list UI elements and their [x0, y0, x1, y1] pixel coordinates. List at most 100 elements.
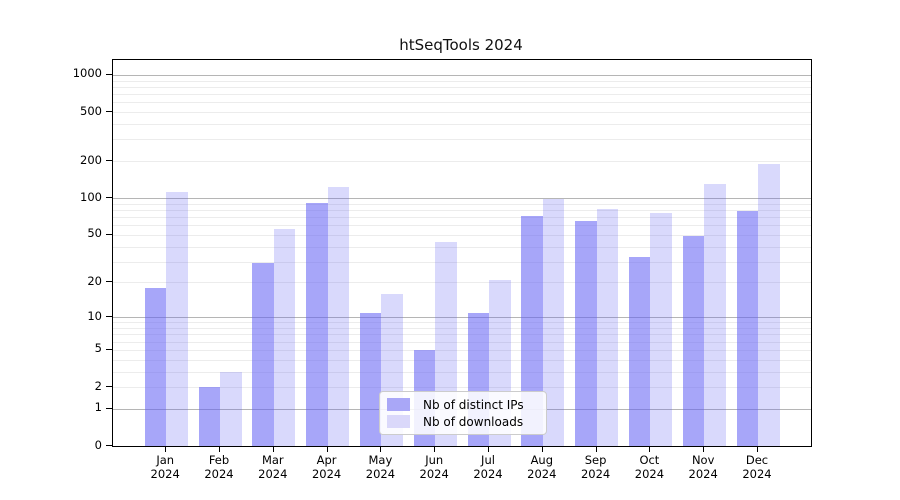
x-tick-label-mar: Mar 2024	[258, 453, 288, 481]
gridline-minor	[113, 359, 811, 361]
gridline-minor	[113, 246, 811, 248]
x-tick-label-jan: Jan 2024	[150, 453, 180, 481]
gridline-major	[113, 317, 811, 319]
bar-distinct-ips-nov	[682, 235, 705, 446]
gridline-minor	[113, 161, 811, 163]
bar-distinct-ips-dec	[736, 210, 758, 446]
x-tick-mark	[488, 446, 489, 452]
y-tick-label: 100	[80, 189, 102, 204]
legend-item-downloads: Nb of downloads	[387, 415, 546, 429]
legend-item-distinct-ips: Nb of distinct IPs	[387, 398, 546, 412]
bar-downloads-mar	[273, 228, 296, 446]
gridline-minor	[113, 225, 811, 227]
x-tick-mark	[380, 446, 382, 452]
gridline-minor	[113, 349, 811, 351]
y-tick-label: 1	[94, 400, 102, 415]
bar-distinct-ips-oct	[628, 256, 651, 446]
bar-downloads-oct	[650, 212, 672, 446]
y-tick-mark	[106, 160, 112, 162]
bar-downloads-dec	[758, 164, 780, 446]
gridline-minor	[113, 322, 811, 324]
bar-downloads-aug	[542, 199, 565, 446]
y-tick-label: 200	[80, 152, 102, 167]
x-tick-mark	[434, 446, 436, 452]
gridline-minor	[113, 102, 811, 104]
y-tick-mark	[106, 197, 112, 199]
y-tick-mark	[106, 445, 112, 446]
y-tick-label: 20	[87, 273, 102, 288]
x-tick-label-aug: Aug 2024	[527, 453, 557, 481]
gridline-minor	[113, 217, 811, 218]
legend-label-distinct-ips: Nb of distinct IPs	[423, 397, 524, 412]
y-tick-mark	[106, 316, 112, 318]
y-tick-mark	[106, 407, 112, 409]
y-tick-mark	[106, 73, 112, 75]
gridline-minor	[113, 234, 811, 236]
gridline-minor	[113, 86, 811, 88]
gridline-minor	[113, 112, 811, 113]
x-tick-mark	[326, 446, 328, 452]
x-tick-label-jun: Jun 2024	[419, 453, 449, 481]
x-tick-label-feb: Feb 2024	[204, 453, 234, 481]
bar-distinct-ips-may	[359, 312, 382, 446]
y-tick-label: 500	[80, 103, 102, 118]
bar-downloads-apr	[327, 187, 350, 446]
x-tick-label-oct: Oct 2024	[634, 453, 665, 481]
gridline-minor	[113, 94, 811, 95]
gridline-minor	[113, 124, 811, 125]
y-tick-mark	[106, 233, 112, 235]
gridline-minor	[113, 282, 811, 284]
x-tick-label-may: May 2024	[365, 453, 396, 481]
x-tick-label-nov: Nov 2024	[688, 453, 718, 481]
y-tick-label: 2	[94, 378, 102, 393]
gridline-minor	[113, 203, 811, 205]
chart-title: htSeqTools 2024	[399, 36, 523, 54]
gridline-minor	[113, 139, 811, 141]
gridline-minor	[113, 387, 811, 388]
bar-downloads-nov	[704, 184, 726, 446]
bar-distinct-ips-sep	[575, 220, 597, 446]
bar-downloads-feb	[220, 371, 242, 446]
gridline-minor	[113, 371, 811, 373]
x-tick-label-apr: Apr 2024	[311, 453, 342, 481]
x-tick-mark	[541, 446, 543, 452]
y-tick-label: 10	[87, 308, 102, 323]
x-tick-mark	[272, 446, 274, 452]
gridline-major	[113, 198, 811, 200]
gridline-minor	[113, 261, 811, 263]
bar-distinct-ips-feb	[198, 387, 220, 446]
gridline-minor	[113, 334, 811, 336]
legend-label-downloads: Nb of downloads	[423, 414, 524, 429]
x-tick-mark	[757, 446, 758, 452]
x-tick-label-dec: Dec 2024	[742, 453, 772, 481]
legend: Nb of distinct IPs Nb of downloads	[379, 391, 547, 435]
x-tick-mark	[703, 446, 705, 452]
legend-swatch-downloads	[387, 415, 410, 428]
y-tick-mark	[106, 111, 112, 112]
bar-distinct-ips-jan	[144, 287, 167, 446]
bar-distinct-ips-apr	[306, 202, 328, 446]
gridline-major	[113, 74, 811, 76]
x-tick-mark	[219, 446, 220, 452]
y-tick-mark	[106, 281, 112, 283]
bar-distinct-ips-aug	[521, 215, 543, 446]
gridline-minor	[113, 328, 811, 329]
gridline-minor	[113, 341, 811, 343]
y-tick-label: 0	[94, 437, 102, 452]
bar-downloads-jan	[166, 192, 188, 446]
gridline-minor	[113, 80, 811, 82]
y-tick-mark	[106, 348, 112, 350]
bar-distinct-ips-mar	[252, 263, 274, 446]
y-tick-label: 50	[87, 226, 102, 241]
legend-swatch-distinct-ips	[387, 398, 410, 411]
x-tick-mark	[649, 446, 651, 452]
x-tick-label-sep: Sep 2024	[580, 453, 611, 481]
y-tick-label: 5	[94, 341, 102, 356]
x-tick-mark	[595, 446, 597, 452]
plot-area	[112, 59, 812, 447]
y-tick-mark	[106, 386, 112, 387]
x-tick-mark	[165, 446, 167, 452]
y-tick-label: 1000	[72, 66, 102, 81]
gridline-minor	[113, 209, 811, 211]
